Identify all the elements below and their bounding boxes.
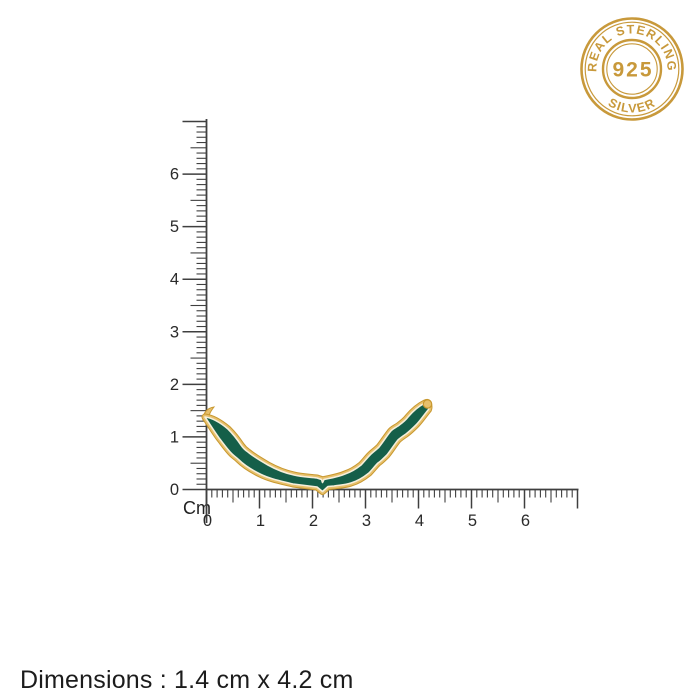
h-ruler-label-6: 6 (521, 512, 530, 530)
h-ruler-label-3: 3 (362, 512, 371, 530)
horizontal-ruler: 0 1 2 3 4 5 6 (203, 488, 579, 530)
pendant-illustration (201, 398, 433, 495)
v-ruler-label-2: 2 (170, 376, 179, 394)
v-ruler-label-3: 3 (170, 323, 179, 341)
dimensions-caption: Dimensions : 1.4 cm x 4.2 cm (20, 666, 354, 694)
v-ruler-label-1: 1 (170, 428, 179, 446)
h-ruler-label-1: 1 (256, 512, 265, 530)
badge-center-ring (601, 38, 663, 100)
badge-925-text: 925 (612, 59, 653, 82)
h-ruler-label-5: 5 (468, 512, 477, 530)
v-ruler-label-0: 0 (170, 481, 179, 499)
horizontal-ruler-ticks (205, 489, 579, 509)
badge-outer-ring (580, 17, 684, 121)
ruler-unit-label: Cm (183, 498, 211, 518)
pendant-right-tip-ball (422, 399, 433, 409)
v-ruler-label-6: 6 (170, 166, 179, 184)
badge-center-inner-ring (606, 43, 658, 95)
h-ruler-label-0: 0 (203, 512, 212, 530)
h-ruler-label-4: 4 (415, 512, 424, 530)
vertical-ruler: 0 1 2 3 4 5 6 Cm (170, 119, 211, 523)
vertical-ruler-ticks (182, 120, 207, 491)
silver-925-badge: REAL STERLING SILVER 925 (580, 17, 684, 121)
h-ruler-label-2: 2 (309, 512, 318, 530)
v-ruler-label-5: 5 (170, 218, 179, 236)
badge-arc-bottom-text: SILVER (606, 95, 658, 115)
badge-outer-inner-ring (584, 21, 680, 117)
v-ruler-label-4: 4 (170, 271, 179, 289)
